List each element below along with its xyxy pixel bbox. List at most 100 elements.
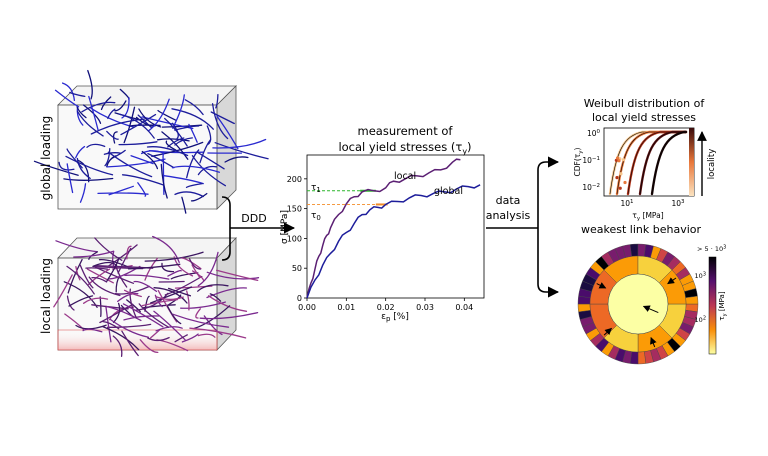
- dislocation-line: [66, 148, 83, 169]
- cbar-low-label: 102: [695, 316, 706, 325]
- weibull-fit-line: [627, 131, 686, 195]
- dislocation-lines-local: [53, 235, 260, 357]
- ss-ticks: 0.00 0.01 0.02 0.03 0.04 0 50 100 150 200: [287, 175, 474, 312]
- cbar-axis-label: τy [MPa]: [718, 291, 728, 320]
- weibull-title-line2: local yield stresses: [592, 111, 696, 124]
- dislocation-line: [137, 114, 153, 129]
- weakest-link-wheel: [577, 243, 699, 365]
- dislocation-line: [67, 258, 83, 294]
- dislocation-line: [82, 104, 102, 124]
- data-analysis-arrow: data analysis: [486, 156, 560, 298]
- wheel-outer-segment: [685, 295, 699, 305]
- dislocation-line: [33, 160, 79, 176]
- dislocation-line: [156, 138, 190, 142]
- dislocation-line: [138, 108, 162, 128]
- data-label: data: [496, 194, 521, 207]
- dislocation-line: [216, 115, 239, 150]
- dislocation-line: [206, 125, 212, 145]
- global-loading-cube: [33, 69, 269, 214]
- dislocation-line: [123, 289, 142, 298]
- dislocation-line: [106, 323, 152, 328]
- dislocation-line: [107, 108, 116, 120]
- ss-title-line2: local yield stresses (τy): [338, 140, 471, 156]
- dislocation-line: [68, 295, 94, 307]
- dislocation-line: [77, 159, 90, 183]
- dislocation-line: [106, 305, 142, 322]
- dislocation-line: [112, 131, 118, 144]
- dislocation-line: [76, 157, 91, 180]
- weibull-title-line1: Weibull distribution of: [584, 97, 706, 110]
- dislocation-line: [66, 163, 74, 194]
- dislocation-line: [186, 149, 200, 179]
- global-series-label: global: [434, 186, 463, 197]
- tau1-label: τ1: [311, 183, 321, 194]
- weibull-point: [617, 159, 621, 163]
- weibull-ytick-top: 100: [587, 129, 601, 138]
- dislocation-line: [137, 182, 147, 197]
- wheel-outer-segment: [577, 303, 591, 313]
- dislocation-line: [55, 240, 98, 253]
- dislocation-line: [120, 113, 157, 136]
- weibull-point: [623, 180, 627, 185]
- dislocation-line: [215, 93, 219, 109]
- weakest-link-title: weakest link behavior: [581, 223, 702, 236]
- dislocation-line: [63, 177, 114, 181]
- ss-xtick-label: 0.01: [337, 303, 355, 312]
- weibull-point: [615, 176, 619, 180]
- dislocation-line: [69, 91, 86, 98]
- cbar-top-label: > 5 · 103: [697, 245, 726, 254]
- dislocation-line: [207, 295, 248, 312]
- dislocation-line: [92, 261, 118, 267]
- dislocation-line: [90, 118, 146, 135]
- ss-xtick-label: 0.04: [455, 303, 473, 312]
- dislocation-lines-global: [33, 69, 269, 214]
- dislocation-line: [162, 151, 165, 163]
- dislocation-line: [121, 330, 139, 357]
- dislocation-line: [138, 303, 170, 328]
- dislocation-line: [174, 191, 205, 198]
- dislocation-line: [144, 251, 204, 262]
- dislocation-line: [164, 117, 188, 147]
- weibull-ylabel: CDF(τy): [573, 147, 584, 176]
- ss-series-local: [306, 158, 461, 299]
- dislocation-line: [191, 155, 227, 187]
- dislocation-line: [76, 110, 104, 137]
- dislocation-line: [191, 264, 201, 279]
- dislocation-line: [155, 326, 183, 332]
- tau0-label: τ0: [311, 211, 321, 222]
- dislocation-line: [191, 270, 205, 282]
- dislocation-line: [54, 89, 80, 108]
- dislocation-line: [197, 284, 229, 292]
- dislocation-line: [61, 82, 76, 102]
- dislocation-line: [152, 235, 180, 263]
- dislocation-line: [147, 152, 175, 169]
- dislocation-line: [58, 161, 75, 171]
- dislocation-line: [189, 327, 247, 339]
- dislocation-line: [82, 297, 109, 304]
- locality-label: locality: [707, 149, 717, 180]
- dislocation-line: [123, 315, 160, 321]
- ss-ytick-label: 0: [297, 294, 302, 303]
- dislocation-line: [147, 336, 170, 342]
- dislocation-line: [214, 142, 269, 160]
- weibull-curves: [608, 130, 688, 196]
- dislocation-line: [127, 263, 181, 270]
- global-loading-label: global loading: [39, 116, 53, 201]
- dislocation-line: [149, 286, 193, 304]
- dislocation-line: [126, 299, 141, 313]
- local-loading-label: local loading: [39, 258, 53, 334]
- dislocation-line: [99, 296, 102, 318]
- dislocation-line: [53, 274, 73, 308]
- dislocation-line: [199, 139, 212, 164]
- dislocation-line: [215, 269, 259, 282]
- dislocation-line: [79, 183, 87, 203]
- weakest-link-colorbar: [708, 256, 717, 355]
- wheel-arrow: [596, 282, 607, 289]
- dislocation-line: [104, 148, 111, 167]
- dislocation-line: [190, 192, 208, 202]
- dislocation-line: [133, 280, 158, 293]
- dislocation-line: [166, 305, 182, 325]
- dislocation-line: [155, 295, 184, 301]
- ss-ylabel: σ [MPa]: [280, 210, 290, 244]
- dislocation-line: [197, 333, 216, 338]
